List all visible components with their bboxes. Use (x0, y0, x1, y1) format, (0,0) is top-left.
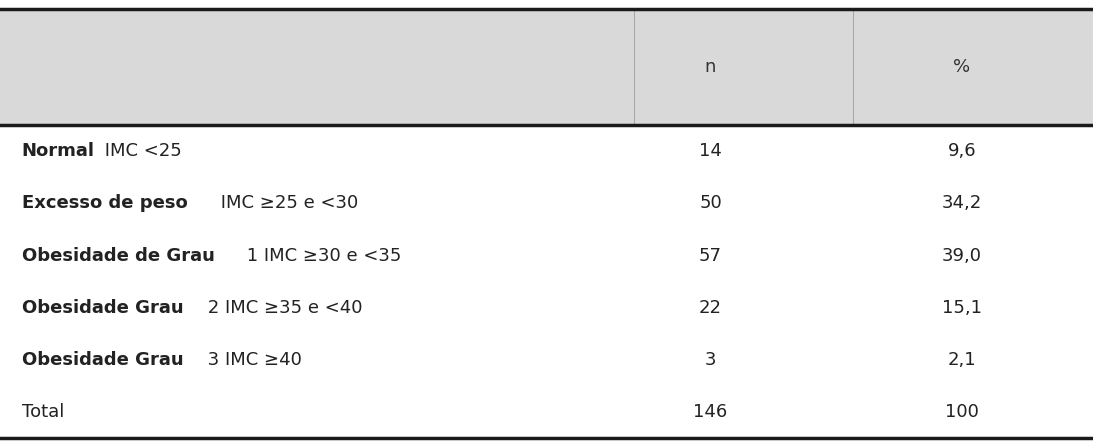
FancyBboxPatch shape (0, 282, 1093, 334)
FancyBboxPatch shape (0, 177, 1093, 229)
FancyBboxPatch shape (0, 9, 1093, 125)
Text: 9,6: 9,6 (948, 142, 976, 160)
Text: Obesidade Grau: Obesidade Grau (22, 351, 184, 369)
Text: 50: 50 (700, 194, 721, 212)
FancyBboxPatch shape (0, 229, 1093, 282)
Text: 3: 3 (705, 351, 716, 369)
Text: 34,2: 34,2 (942, 194, 982, 212)
Text: 15,1: 15,1 (942, 299, 982, 316)
Text: 22: 22 (698, 299, 722, 316)
Text: 3 IMC ≥40: 3 IMC ≥40 (202, 351, 303, 369)
Text: Obesidade Grau: Obesidade Grau (22, 299, 184, 316)
Text: 57: 57 (698, 247, 722, 265)
Text: Normal: Normal (22, 142, 95, 160)
Text: Total: Total (22, 403, 64, 421)
Text: IMC <25: IMC <25 (99, 142, 183, 160)
Text: IMC ≥25 e <30: IMC ≥25 e <30 (215, 194, 359, 212)
Text: 14: 14 (700, 142, 721, 160)
Text: 100: 100 (945, 403, 978, 421)
Text: Obesidade de Grau: Obesidade de Grau (22, 247, 214, 265)
FancyBboxPatch shape (0, 125, 1093, 177)
Text: 1 IMC ≥30 e <35: 1 IMC ≥30 e <35 (242, 247, 401, 265)
Text: 39,0: 39,0 (942, 247, 982, 265)
Text: %: % (953, 58, 971, 76)
Text: n: n (705, 58, 716, 76)
Text: 2,1: 2,1 (948, 351, 976, 369)
FancyBboxPatch shape (0, 386, 1093, 438)
FancyBboxPatch shape (0, 334, 1093, 386)
Text: 2 IMC ≥35 e <40: 2 IMC ≥35 e <40 (202, 299, 363, 316)
Text: 146: 146 (693, 403, 728, 421)
Text: Excesso de peso: Excesso de peso (22, 194, 188, 212)
